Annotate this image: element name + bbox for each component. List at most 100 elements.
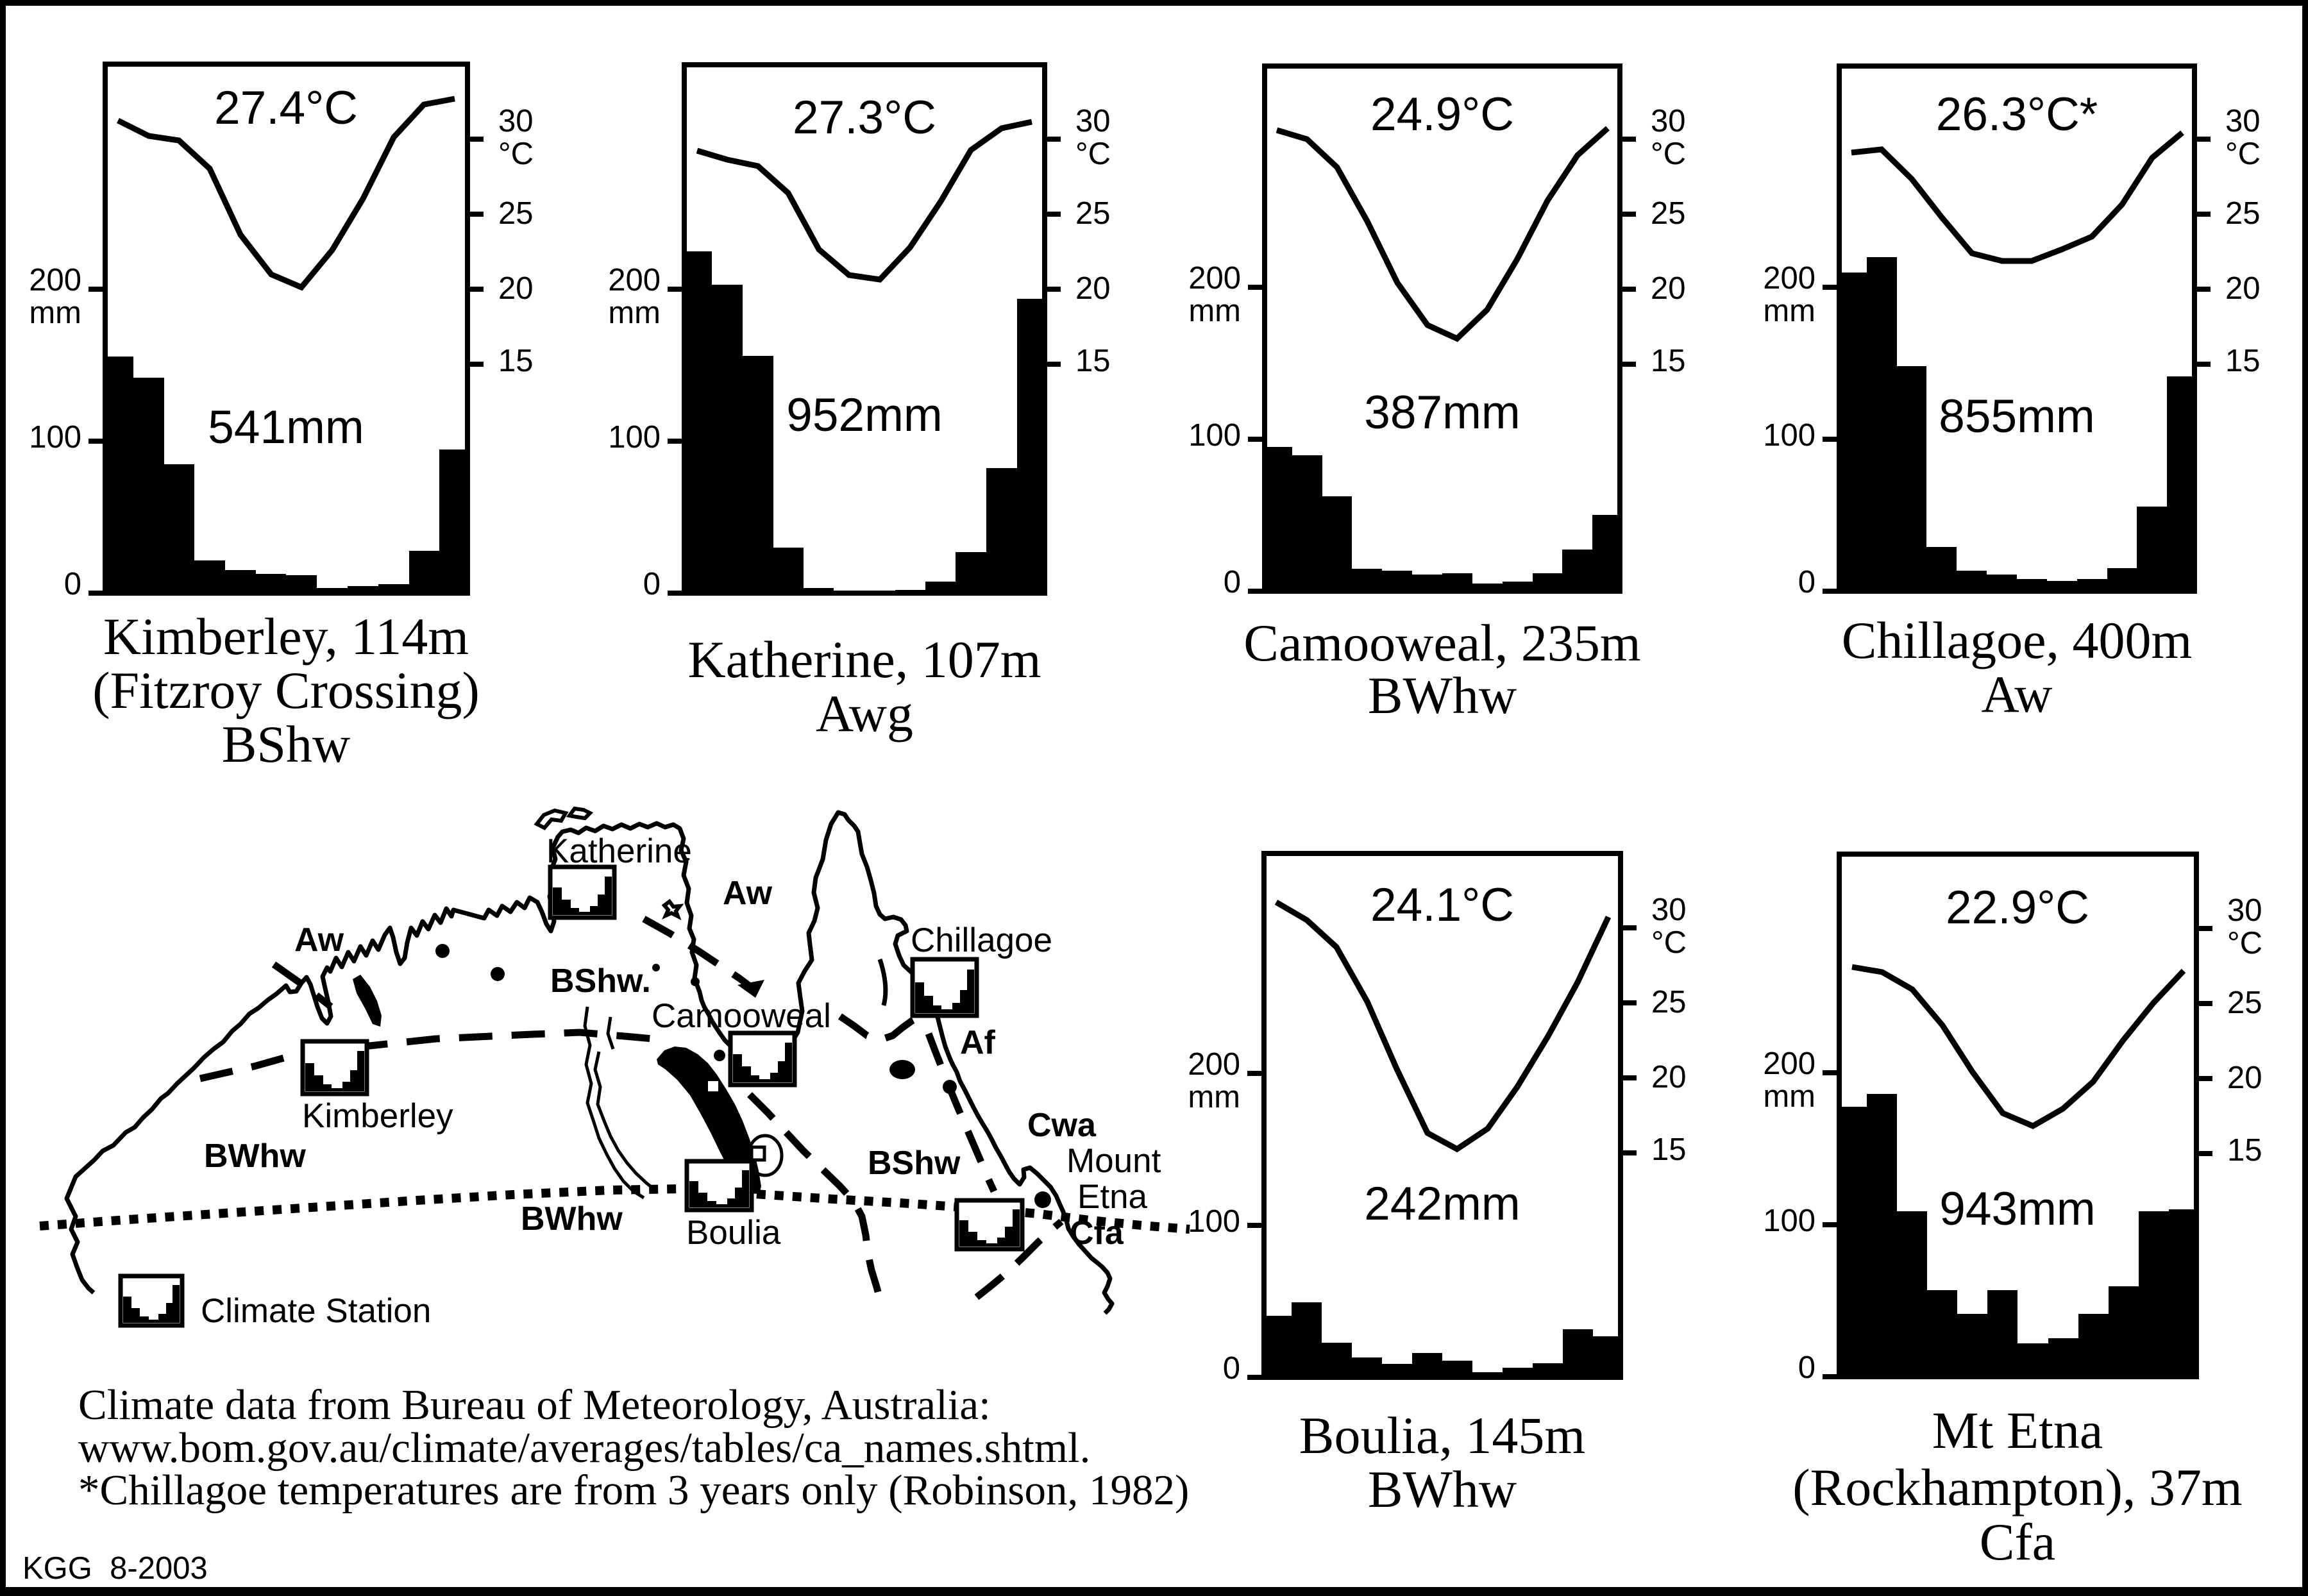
svg-text:BWhw: BWhw — [204, 1138, 306, 1175]
svg-text:°C: °C — [498, 137, 534, 171]
svg-text:15: 15 — [2225, 344, 2261, 378]
svg-text:943mm: 943mm — [1939, 1183, 2095, 1235]
svg-text:0: 0 — [1223, 1351, 1240, 1386]
svg-text:0: 0 — [64, 567, 81, 601]
svg-text:20: 20 — [2227, 1061, 2262, 1095]
svg-text:mm: mm — [1763, 1079, 1815, 1114]
svg-text:100: 100 — [1188, 418, 1241, 453]
svg-text:(Fitzroy Crossing): (Fitzroy Crossing) — [92, 661, 480, 719]
svg-text:Camooweal: Camooweal — [652, 997, 831, 1035]
svg-text:Chillagoe: Chillagoe — [911, 921, 1052, 959]
svg-text:mm: mm — [1188, 1080, 1240, 1114]
svg-text:200: 200 — [1188, 1047, 1240, 1082]
svg-text:30: 30 — [1651, 893, 1687, 927]
svg-text:mm: mm — [1188, 294, 1241, 328]
svg-text:25: 25 — [1075, 196, 1111, 231]
svg-text:25: 25 — [1651, 985, 1687, 1020]
svg-text:Cfa: Cfa — [1070, 1214, 1124, 1252]
svg-text:Katherine, 107m: Katherine, 107m — [687, 630, 1041, 689]
svg-text:200: 200 — [1188, 261, 1241, 296]
svg-text:Chillagoe, 400m: Chillagoe, 400m — [1842, 611, 2193, 669]
svg-text:mm: mm — [608, 296, 661, 330]
svg-text:Cfa: Cfa — [1980, 1513, 2055, 1571]
svg-text:100: 100 — [1763, 418, 1815, 453]
svg-text:25: 25 — [2227, 986, 2262, 1020]
svg-text:www.bom.gov.au/climate/average: www.bom.gov.au/climate/averages/tables/c… — [78, 1424, 1090, 1472]
svg-text:855mm: 855mm — [1939, 391, 2094, 442]
svg-text:20: 20 — [2225, 271, 2261, 306]
svg-text:200: 200 — [1763, 261, 1815, 296]
svg-text:27.4°C: 27.4°C — [214, 82, 358, 134]
svg-text:25: 25 — [2225, 196, 2261, 231]
svg-text:22.9°C: 22.9°C — [1946, 882, 2089, 934]
svg-text:BShw.: BShw. — [550, 962, 651, 1000]
svg-text:30: 30 — [1651, 104, 1686, 139]
svg-text:541mm: 541mm — [208, 401, 364, 453]
svg-text:0: 0 — [1224, 565, 1241, 600]
svg-text:100: 100 — [1188, 1204, 1240, 1239]
svg-text:Cwa: Cwa — [1027, 1107, 1097, 1144]
svg-text:15: 15 — [1651, 344, 1686, 378]
svg-text:Awg: Awg — [816, 684, 913, 743]
svg-text:20: 20 — [1075, 271, 1111, 306]
svg-text:Aw: Aw — [723, 875, 773, 912]
svg-text:mm: mm — [29, 296, 81, 330]
svg-text:°C: °C — [2227, 926, 2262, 961]
svg-text:952mm: 952mm — [786, 389, 942, 441]
svg-text:BWhw: BWhw — [1368, 1460, 1517, 1518]
svg-text:mm: mm — [1763, 294, 1815, 328]
svg-text:15: 15 — [1651, 1132, 1687, 1167]
svg-text:100: 100 — [1763, 1204, 1815, 1238]
svg-text:Camooweal, 235m: Camooweal, 235m — [1243, 614, 1640, 672]
svg-text:Mount: Mount — [1066, 1142, 1161, 1180]
svg-text:0: 0 — [1798, 1350, 1815, 1385]
svg-text:26.3°C*: 26.3°C* — [1936, 88, 2098, 140]
svg-text:15: 15 — [498, 344, 534, 378]
svg-text:Aw: Aw — [1982, 665, 2053, 723]
svg-text:0: 0 — [643, 567, 661, 601]
svg-text:20: 20 — [1651, 1060, 1687, 1095]
svg-text:30: 30 — [498, 104, 534, 139]
svg-text:Aw: Aw — [294, 921, 344, 959]
svg-text:°C: °C — [2225, 137, 2261, 171]
svg-text:°C: °C — [1075, 137, 1111, 171]
svg-text:Climate Station: Climate Station — [201, 1292, 431, 1330]
svg-text:242mm: 242mm — [1364, 1178, 1520, 1230]
svg-text:387mm: 387mm — [1364, 387, 1520, 439]
svg-text:25: 25 — [1651, 196, 1686, 231]
svg-text:200: 200 — [29, 263, 81, 298]
svg-text:100: 100 — [608, 420, 661, 455]
svg-text:0: 0 — [1798, 565, 1815, 600]
svg-text:BShw: BShw — [222, 715, 351, 773]
svg-text:Af: Af — [960, 1024, 996, 1061]
svg-text:30: 30 — [2227, 893, 2262, 928]
svg-text:BShw: BShw — [868, 1145, 961, 1182]
svg-text:°C: °C — [1651, 925, 1687, 960]
svg-text:15: 15 — [1075, 344, 1111, 378]
svg-text:15: 15 — [2227, 1133, 2262, 1168]
svg-text:Mt Etna: Mt Etna — [1932, 1401, 2103, 1459]
svg-text:KGG 8-2003: KGG 8-2003 — [22, 1551, 208, 1586]
svg-text:200: 200 — [1763, 1046, 1815, 1081]
svg-text:20: 20 — [1651, 271, 1686, 306]
svg-text:(Rockhampton), 37m: (Rockhampton), 37m — [1792, 1458, 2242, 1516]
svg-text:Katherine: Katherine — [546, 832, 692, 870]
svg-text:30: 30 — [2225, 104, 2261, 139]
svg-text:*Chillagoe temperatures are fr: *Chillagoe temperatures are from 3 years… — [78, 1466, 1189, 1514]
svg-text:30: 30 — [1075, 104, 1111, 139]
svg-text:Kimberley, 114m: Kimberley, 114m — [103, 607, 469, 666]
svg-text:Climate data from Bureau of Me: Climate data from Bureau of Meteorology,… — [78, 1381, 991, 1429]
svg-text:100: 100 — [29, 420, 81, 455]
svg-text:200: 200 — [608, 263, 661, 298]
svg-text:BWhw: BWhw — [521, 1200, 623, 1238]
svg-text:Boulia, 145m: Boulia, 145m — [1299, 1406, 1585, 1465]
svg-text:Boulia: Boulia — [686, 1214, 781, 1252]
svg-text:20: 20 — [498, 271, 534, 306]
svg-text:Kimberley: Kimberley — [302, 1097, 453, 1135]
svg-text:24.9°C: 24.9°C — [1370, 88, 1514, 140]
svg-text:BWhw: BWhw — [1368, 666, 1517, 725]
svg-text:24.1°C: 24.1°C — [1370, 879, 1514, 931]
svg-text:25: 25 — [498, 196, 534, 231]
svg-text:27.3°C: 27.3°C — [793, 92, 936, 144]
svg-text:Etna: Etna — [1077, 1178, 1148, 1216]
